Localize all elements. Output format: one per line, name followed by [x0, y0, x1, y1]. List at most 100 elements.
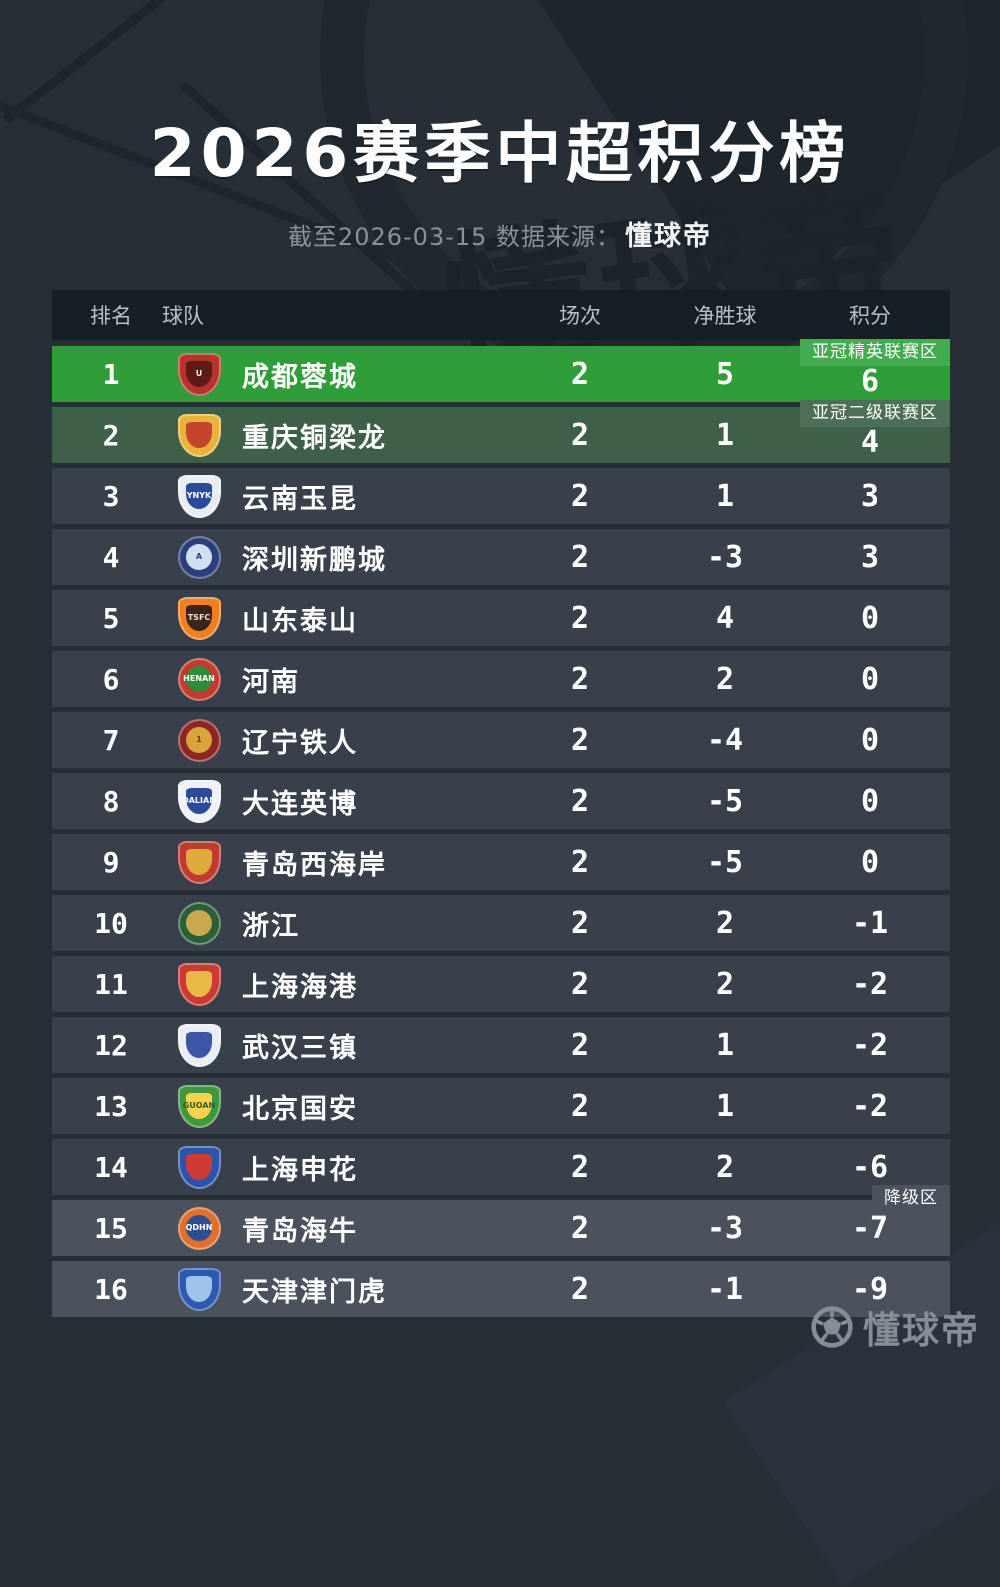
team-logo-icon: 1 — [177, 718, 221, 762]
team-name: 浙江 — [242, 910, 300, 942]
team-logo-label: GUOAN — [182, 1101, 216, 1110]
points-value: 3 — [860, 478, 880, 514]
team-crest: GUOAN — [170, 1084, 228, 1128]
footer-brand: 懂球帝 — [810, 1300, 980, 1354]
team-name: 辽宁铁人 — [242, 727, 358, 759]
goal-diff-value: 5 — [715, 356, 735, 392]
standings-table: 排名 球队 场次 净胜球 积分 1 U 成都蓉城 2 5 6 亚冠精英联赛区 2… — [52, 290, 950, 1322]
team-name: 北京国安 — [242, 1093, 358, 1125]
team-logo-icon: TSFC — [177, 596, 221, 640]
rank-value: 11 — [94, 967, 128, 1001]
table-row: 13 GUOAN 北京国安 2 1 -2 — [52, 1078, 950, 1134]
points-value: -6 — [851, 1149, 889, 1185]
team-logo-icon — [177, 1267, 221, 1311]
football-icon — [811, 1306, 853, 1348]
goal-diff-value: 4 — [715, 600, 735, 636]
team-logo-inner — [186, 666, 212, 692]
goal-diff-value: -3 — [706, 1210, 744, 1246]
team-logo-inner — [186, 1154, 212, 1180]
team-crest: HENAN — [170, 657, 228, 701]
team-logo-label: 1 — [196, 735, 202, 744]
points-value: 3 — [860, 539, 880, 575]
points-value: -1 — [851, 905, 889, 941]
team-crest: YNYK — [170, 474, 228, 518]
team-logo-inner — [186, 361, 212, 387]
played-value: 2 — [570, 1210, 590, 1246]
team-logo-icon — [177, 1023, 221, 1067]
team-logo-icon — [177, 413, 221, 457]
rank-value: 6 — [102, 662, 120, 696]
table-row: 3 YNYK 云南玉昆 2 1 3 — [52, 468, 950, 524]
team-crest — [170, 840, 228, 884]
team-crest — [170, 901, 228, 945]
goal-diff-value: 2 — [715, 661, 735, 697]
rank-value: 9 — [102, 845, 120, 879]
team-logo-label: YNYK — [186, 491, 212, 500]
rank-value: 1 — [102, 357, 120, 391]
team-logo-inner — [186, 910, 212, 936]
table-row: 7 1 辽宁铁人 2 -4 0 — [52, 712, 950, 768]
team-name: 武汉三镇 — [242, 1032, 358, 1064]
goal-diff-value: -5 — [706, 844, 744, 880]
team-logo-icon: A — [177, 535, 221, 579]
table-row: 14 上海申花 2 2 -6 — [52, 1139, 950, 1195]
points-value: -2 — [851, 966, 889, 1002]
table-row: 8 DALIAN 大连英博 2 -5 0 — [52, 773, 950, 829]
team-name: 天津津门虎 — [242, 1276, 387, 1308]
rank-value: 7 — [102, 723, 120, 757]
team-logo-icon — [177, 962, 221, 1006]
played-value: 2 — [570, 1271, 590, 1307]
rank-value: 14 — [94, 1150, 128, 1184]
subtitle: 截至2026-03-15 数据来源： 懂球帝 — [0, 214, 1000, 253]
header-block: 2026赛季中超积分榜 截至2026-03-15 数据来源： 懂球帝 — [0, 100, 1000, 253]
table-body: 1 U 成都蓉城 2 5 6 亚冠精英联赛区 2 重庆铜梁龙 2 1 4 亚冠二… — [52, 339, 950, 1317]
played-value: 2 — [570, 417, 590, 453]
team-logo-icon: QDHN — [177, 1206, 221, 1250]
team-name: 上海海港 — [242, 971, 358, 1003]
subtitle-date-source: 截至2026-03-15 数据来源： — [287, 223, 622, 251]
rank-value: 2 — [102, 418, 120, 452]
team-logo-inner — [186, 605, 212, 631]
rank-value: 15 — [94, 1211, 128, 1245]
team-crest — [170, 1267, 228, 1311]
team-crest: 1 — [170, 718, 228, 762]
played-value: 2 — [570, 1149, 590, 1185]
team-crest: TSFC — [170, 596, 228, 640]
goal-diff-value: -3 — [706, 539, 744, 575]
column-header-goal-diff: 净胜球 — [693, 304, 757, 328]
table-row: 2 重庆铜梁龙 2 1 4 亚冠二级联赛区 — [52, 400, 950, 463]
points-value: -2 — [851, 1088, 889, 1124]
rank-value: 12 — [94, 1028, 128, 1062]
zone-badge: 亚冠精英联赛区 — [800, 339, 950, 366]
table-header: 排名 球队 场次 净胜球 积分 — [52, 290, 950, 340]
team-logo-icon — [177, 840, 221, 884]
played-value: 2 — [570, 661, 590, 697]
points-value: 0 — [860, 783, 880, 819]
team-logo-inner — [186, 971, 212, 997]
team-logo-icon: DALIAN — [177, 779, 221, 823]
played-value: 2 — [570, 844, 590, 880]
team-name: 重庆铜梁龙 — [242, 422, 387, 454]
team-crest — [170, 413, 228, 457]
column-header-played: 场次 — [559, 304, 601, 328]
rank-value: 8 — [102, 784, 120, 818]
goal-diff-value: 2 — [715, 966, 735, 1002]
table-row: 9 青岛西海岸 2 -5 0 — [52, 834, 950, 890]
team-name: 云南玉昆 — [242, 483, 358, 515]
goal-diff-value: 1 — [715, 417, 735, 453]
table-row: 1 U 成都蓉城 2 5 6 亚冠精英联赛区 — [52, 339, 950, 402]
team-name: 河南 — [242, 666, 300, 698]
team-crest: A — [170, 535, 228, 579]
goal-diff-value: 1 — [715, 1027, 735, 1063]
team-logo-inner — [186, 422, 212, 448]
rank-value: 16 — [94, 1272, 128, 1306]
team-crest: DALIAN — [170, 779, 228, 823]
team-logo-icon: GUOAN — [177, 1084, 221, 1128]
column-header-team: 球队 — [162, 304, 204, 328]
played-value: 2 — [570, 600, 590, 636]
rank-value: 10 — [94, 906, 128, 940]
table-row: 16 天津津门虎 2 -1 -9 — [52, 1261, 950, 1317]
team-crest — [170, 962, 228, 1006]
team-logo-label: U — [195, 369, 203, 378]
played-value: 2 — [570, 539, 590, 575]
